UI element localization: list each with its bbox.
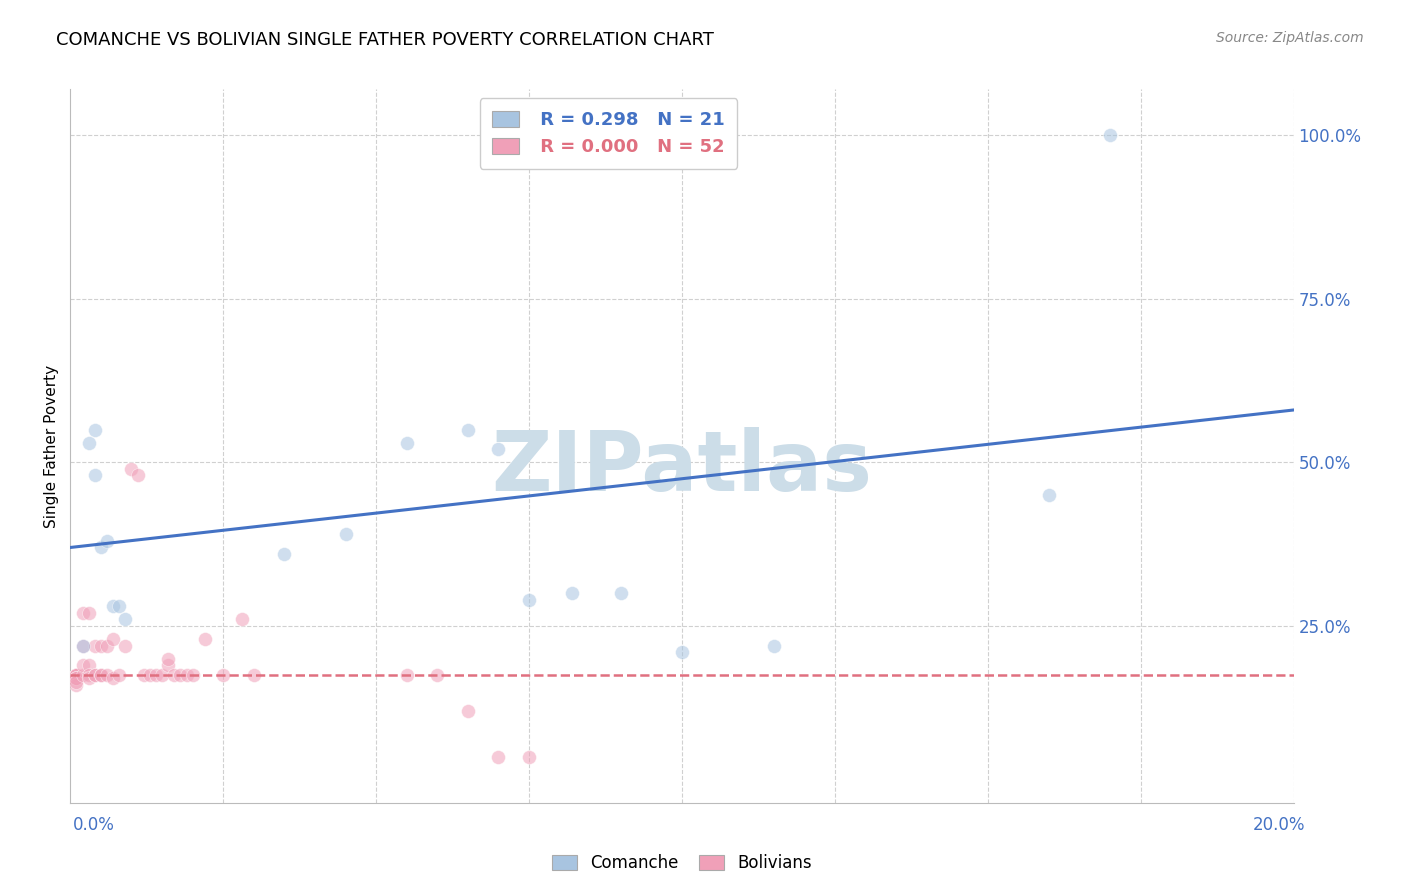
Point [72,639,94,653]
Point [488,442,510,457]
Point [65,672,87,686]
Point [65,668,87,682]
Point [132,668,155,682]
Point [101,599,124,614]
Point [457,704,479,718]
Point [72,658,94,673]
Text: ZIPatlas: ZIPatlas [492,427,872,508]
Point [395,435,418,450]
Point [231,612,253,626]
Point [77,435,100,450]
Point [65,674,87,689]
Text: COMANCHE VS BOLIVIAN SINGLE FATHER POVERTY CORRELATION CHART: COMANCHE VS BOLIVIAN SINGLE FATHER POVER… [56,31,714,49]
Point [65,668,87,682]
Point [610,586,633,600]
Point [72,606,94,620]
Text: 0.0%: 0.0% [73,816,115,834]
Point [145,668,167,682]
Point [157,658,180,673]
Point [83,468,105,483]
Point [83,668,105,682]
Point [121,462,143,476]
Point [181,668,204,682]
Point [65,672,87,686]
Point [77,658,100,673]
Point [77,668,100,682]
Point [114,612,136,626]
Point [77,672,100,686]
Point [169,668,191,682]
Point [96,668,118,682]
Point [83,668,105,682]
Point [457,423,479,437]
Point [72,668,94,682]
Legend: Comanche, Bolivians: Comanche, Bolivians [544,846,820,880]
Point [243,668,266,682]
Point [65,672,87,686]
Text: 20.0%: 20.0% [1253,816,1305,834]
Point [90,668,112,682]
Point [96,533,118,548]
Point [335,527,357,541]
Point [90,668,112,682]
Point [517,592,540,607]
Point [65,678,87,692]
Point [1099,128,1122,142]
Point [671,645,693,659]
Point [127,468,149,483]
Point [65,668,87,682]
Point [65,672,87,686]
Point [426,668,449,682]
Point [96,639,118,653]
Point [83,423,105,437]
Point [762,639,785,653]
Point [114,639,136,653]
Point [163,668,186,682]
Point [108,668,131,682]
Point [157,652,180,666]
Point [150,668,173,682]
Point [90,639,112,653]
Point [488,750,510,764]
Point [395,668,418,682]
Point [101,672,124,686]
Point [139,668,162,682]
Point [101,632,124,647]
Point [212,668,235,682]
Point [176,668,198,682]
Point [561,586,583,600]
Point [77,606,100,620]
Point [517,750,540,764]
Point [273,547,295,561]
Point [108,599,131,614]
Point [90,541,112,555]
Point [65,672,87,686]
Point [194,632,217,647]
Point [83,639,105,653]
Y-axis label: Single Father Poverty: Single Father Poverty [44,365,59,527]
Point [65,668,87,682]
Point [72,639,94,653]
Text: Source: ZipAtlas.com: Source: ZipAtlas.com [1216,31,1364,45]
Point [1038,488,1060,502]
